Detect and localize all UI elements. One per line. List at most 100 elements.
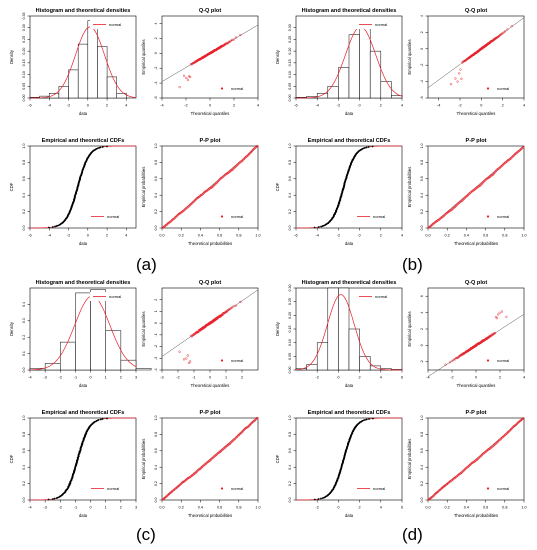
cdf-d-xlabel: data bbox=[345, 513, 354, 518]
pp-c-xlabel: Theoretical probabilities bbox=[188, 513, 232, 518]
cdf-c-frame bbox=[29, 417, 137, 501]
pp-d-ylabel: Empirical probabilities bbox=[407, 439, 412, 480]
qq-d-point bbox=[451, 359, 454, 362]
qq-a-xtick-label: 0 bbox=[209, 104, 211, 108]
pp-a-point bbox=[256, 144, 259, 148]
cdf-a-ytick-label: 0.0 bbox=[22, 226, 26, 231]
pp-d-xtick-label: 0.6 bbox=[483, 506, 488, 510]
hist-a-fit-line bbox=[29, 26, 137, 99]
hist-d-ytick-label: 0.05 bbox=[288, 353, 292, 360]
hist-c-xtick-label: 2 bbox=[120, 376, 122, 380]
pp-a-legend-box bbox=[212, 212, 256, 221]
pp-a-frame bbox=[161, 145, 259, 229]
qq-c-xtick-label: -1 bbox=[192, 376, 195, 380]
pp-a-title: P-P plot bbox=[199, 138, 220, 144]
cdf-d-point bbox=[313, 498, 316, 501]
pp-a-xtick-label: 0.0 bbox=[159, 234, 164, 238]
qq-c-ytick-label: 0 bbox=[154, 322, 158, 324]
cdf-c-xtick-label: 1 bbox=[105, 506, 107, 510]
cdf-b-point bbox=[320, 225, 323, 228]
cdf-d-point bbox=[364, 419, 366, 421]
pp-b-frame bbox=[427, 145, 525, 229]
pp-b-title: P-P plot bbox=[465, 138, 486, 144]
pp-a-ytick-label: 0.0 bbox=[154, 226, 158, 231]
pp-b-point bbox=[488, 175, 491, 179]
hist-c-legend-box bbox=[90, 292, 134, 301]
pp-a-ytick-label: 0.8 bbox=[154, 160, 158, 165]
qq-d-ytick-label: 4 bbox=[420, 312, 424, 314]
panel-label-b: (b) bbox=[402, 255, 423, 274]
qq-d-title: Q-Q plot bbox=[465, 280, 488, 286]
hist-c-xtick-label: -3 bbox=[43, 376, 46, 380]
hist-d-title: Histogram and theoretical densities bbox=[302, 280, 397, 286]
pp-c-point bbox=[232, 439, 235, 442]
pp-b-xtick-label: 0.8 bbox=[502, 234, 507, 238]
hist-d-ytick-label: 0.30 bbox=[288, 285, 292, 292]
cdf-c-ytick-label: 1.0 bbox=[22, 416, 26, 421]
hist-d-ytick-label: 0.20 bbox=[288, 312, 292, 319]
pp-b-point bbox=[461, 198, 465, 201]
cdf-a-point bbox=[47, 226, 50, 229]
qq-b-point bbox=[454, 77, 457, 80]
qq-d-point bbox=[444, 363, 447, 366]
cdf-d-xtick-label: -2 bbox=[316, 506, 319, 510]
cdf-a-ytick-label: 0.2 bbox=[22, 209, 26, 214]
cdf-c-ylabel: CDF bbox=[9, 454, 14, 463]
hist-b-bar bbox=[369, 50, 382, 99]
qq-a-ytick-label: -2 bbox=[154, 67, 158, 70]
hist-d-ytick-label: 0.25 bbox=[288, 298, 292, 305]
qq-c-xtick-label: 2 bbox=[241, 376, 243, 380]
pp-b-ytick-label: 0.4 bbox=[420, 193, 424, 198]
qq-a-xtick-label: -4 bbox=[160, 104, 163, 108]
qq-b-ytick-label: 4 bbox=[420, 15, 424, 17]
qq-a-xtick-label: 4 bbox=[257, 104, 259, 108]
cdf-a-xtick-label: -4 bbox=[48, 234, 51, 238]
qq-a-xtick-label: -2 bbox=[184, 104, 187, 108]
pp-c-legend-box bbox=[212, 484, 256, 493]
qq-c-point bbox=[185, 357, 188, 360]
hist-b-ytick-label: 0.25 bbox=[288, 36, 292, 43]
pp-d-point bbox=[461, 470, 464, 473]
hist-a-bar bbox=[97, 46, 108, 99]
cdf-b-xtick-label: 2 bbox=[380, 234, 382, 238]
qq-c-point bbox=[189, 360, 192, 363]
pp-b-ytick-label: 1.0 bbox=[420, 144, 424, 149]
hist-d-xlabel: data bbox=[345, 383, 354, 388]
pp-d-point bbox=[520, 418, 523, 422]
pp-d-point bbox=[438, 488, 442, 491]
panel-label-d: (d) bbox=[402, 525, 423, 544]
qq-b-ytick-label: 2 bbox=[420, 31, 424, 33]
cdf-a-title: Empirical and theoretical CDFs bbox=[42, 138, 125, 144]
cdf-b-ytick-label: 0.6 bbox=[288, 176, 292, 181]
cdf-b-ylabel: CDF bbox=[275, 182, 280, 191]
pp-b-point bbox=[519, 148, 522, 152]
qq-d-point bbox=[505, 315, 508, 318]
pp-b-legend-key bbox=[486, 215, 490, 218]
hist-a-ylabel: Density bbox=[9, 49, 14, 64]
cdf-d-xtick-label: 2 bbox=[359, 506, 361, 510]
qq-b-ytick-label: 0 bbox=[420, 48, 424, 50]
cdf-b-legend-label: normal bbox=[373, 214, 385, 219]
hist-b-bar bbox=[391, 95, 403, 99]
pp-a-xlabel: Theoretical probabilities bbox=[188, 241, 232, 246]
cdf-d-xtick-label: 0 bbox=[337, 506, 339, 510]
hist-c-ylabel: Density bbox=[9, 321, 14, 336]
pp-b-ytick-label: 0.2 bbox=[420, 209, 424, 214]
pp-a-xtick-label: 0.6 bbox=[217, 234, 222, 238]
cdf-a-point bbox=[54, 225, 56, 228]
cdf-c-point bbox=[97, 419, 100, 421]
pp-c-ytick-label: 0.0 bbox=[154, 498, 158, 503]
cdf-d-ytick-label: 0.6 bbox=[288, 448, 292, 453]
qq-c-point bbox=[224, 310, 227, 314]
cdf-c-ytick-label: 0.2 bbox=[22, 481, 26, 486]
qq-d-xtick-label: -2 bbox=[450, 376, 453, 380]
pp-d-point bbox=[455, 475, 458, 478]
hist-c-legend-label: normal bbox=[109, 294, 121, 299]
qq-a-ytick-label: -4 bbox=[154, 81, 158, 84]
qq-a-xlabel: Theoretical quantiles bbox=[191, 111, 230, 116]
hist-c-bar bbox=[105, 330, 122, 371]
cdf-c-ytick-label: 0.4 bbox=[22, 465, 26, 470]
cdf-c-point bbox=[99, 418, 102, 421]
qq-a-title: Q-Q plot bbox=[199, 8, 222, 14]
hist-b-bar bbox=[380, 81, 392, 99]
